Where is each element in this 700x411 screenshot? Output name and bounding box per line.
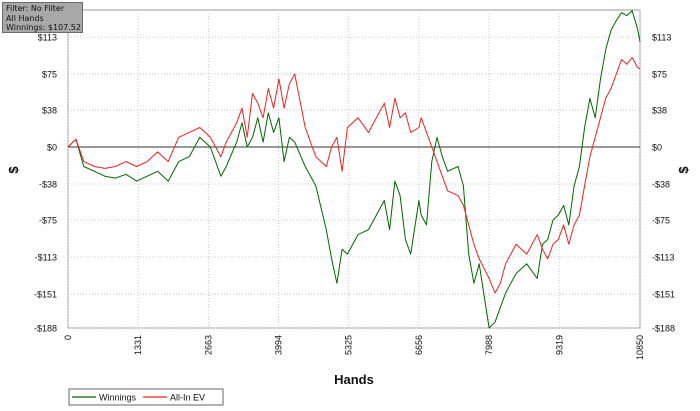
plot-area <box>67 9 641 329</box>
series-lines <box>67 10 641 329</box>
y-tick-label-right: $38 <box>652 106 667 116</box>
x-tick-label: 1331 <box>133 335 143 355</box>
hands-text: All Hands <box>6 13 44 23</box>
y-tick-label-left: -$188 <box>34 324 57 334</box>
x-tick-label: 2663 <box>203 335 213 355</box>
y-tick-label-right: -$75 <box>652 216 670 226</box>
legend-label-winnings: Winnings <box>99 393 137 403</box>
y-tick-label-right: -$151 <box>652 289 675 299</box>
filter-info-box: Filter: No Filter All Hands Winnings: $1… <box>2 2 83 33</box>
x-tick-label: 9319 <box>554 335 564 355</box>
x-tick-label: 0 <box>63 335 73 340</box>
y-tick-label-right: $0 <box>652 143 662 153</box>
y-tick-label-right: -$188 <box>652 324 675 334</box>
winnings-text: Winnings: $107.52 <box>6 23 81 32</box>
filter-text: Filter: No Filter <box>6 4 65 13</box>
series-line-winnings <box>67 10 641 329</box>
x-tick-label: 6656 <box>414 335 424 355</box>
y-tick-label-right: -$113 <box>652 252 674 262</box>
y-axis-left: $113 $75 $38 $0 -$38 -$75 -$113 -$151 -$188 <box>34 33 57 334</box>
y-tick-label-left: $38 <box>42 106 57 116</box>
x-axis: 0 1331 2663 3994 5325 6656 7988 9319 10850 <box>63 335 645 360</box>
y-tick-label-left: $113 <box>38 33 57 43</box>
series-line-all-in-ev <box>67 57 641 294</box>
y-tick-label-left: -$113 <box>35 252 57 262</box>
y-axis-right: $113 $75 $38 $0 -$38 -$75 -$113 -$151 -$188 <box>652 33 675 334</box>
x-tick-label: 5325 <box>344 335 354 355</box>
legend-label-all-in-ev: All-In EV <box>170 393 205 403</box>
x-tick-label: 10850 <box>635 335 645 360</box>
x-tick-label: 3994 <box>274 335 284 355</box>
y-axis-label-right: $ <box>676 166 691 174</box>
y-tick-label-left: -$75 <box>39 216 57 226</box>
y-tick-label-left: $75 <box>42 70 57 80</box>
y-tick-label-right: $75 <box>652 70 667 80</box>
y-tick-label-right: $113 <box>652 33 671 43</box>
y-axis-label-left: $ <box>6 166 21 174</box>
y-tick-label-left: $0 <box>47 143 57 153</box>
x-tick-label: 7988 <box>484 335 494 355</box>
y-tick-label-right: -$38 <box>652 179 670 189</box>
y-tick-label-left: -$38 <box>39 179 57 189</box>
x-axis-label: Hands <box>334 372 374 387</box>
y-tick-label-left: -$151 <box>34 289 57 299</box>
legend: Winnings All-In EV <box>68 388 224 406</box>
